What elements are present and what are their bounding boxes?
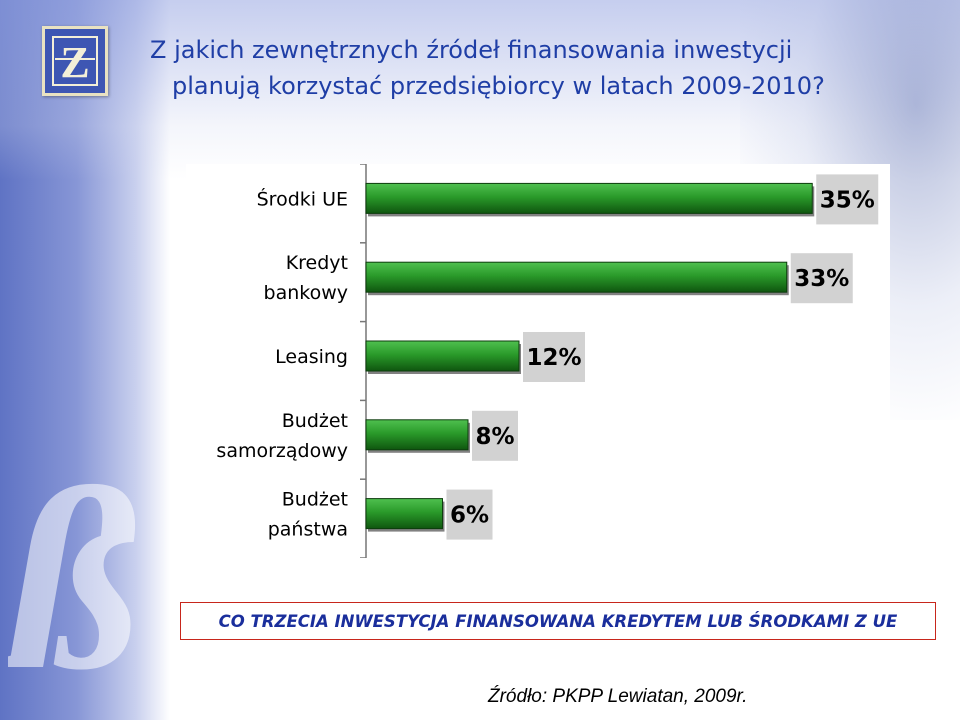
bar [365, 419, 469, 451]
bank-logo-icon: Z [42, 26, 108, 96]
svg-text:Z: Z [60, 38, 89, 87]
category-label-line: Budżet [282, 410, 348, 432]
category-label-line: samorządowy [216, 440, 348, 462]
data-label: 12% [526, 345, 581, 371]
summary-banner: CO TRZECIA INWESTYCJA FINANSOWANA KREDYT… [180, 602, 936, 640]
category-label-line: państwa [268, 519, 348, 541]
category-label-line: Kredyt [286, 252, 348, 274]
category-label-line: Środki UE [257, 186, 348, 210]
bar [365, 182, 813, 214]
data-label: 8% [475, 424, 514, 450]
category-label-line: Leasing [275, 346, 348, 368]
slide-title: Z jakich zewnętrznych źródeł finansowani… [150, 32, 910, 104]
source-note: Źródło: PKPP Lewiatan, 2009r. [488, 686, 748, 707]
data-label-box [790, 253, 853, 304]
data-label: 6% [450, 503, 489, 529]
category-label: Środki UE [257, 186, 348, 210]
data-label-box [816, 174, 879, 225]
category-label: Kredyt bankowy [264, 252, 348, 304]
category-label-line: bankowy [264, 282, 348, 304]
data-label-box [523, 332, 585, 382]
bar [365, 498, 443, 530]
category-label-line: Budżet [282, 489, 348, 511]
data-label-box [472, 410, 518, 461]
data-label: 33% [794, 266, 849, 292]
bar [365, 261, 788, 293]
category-label: Budżet samorządowy [216, 410, 348, 462]
slide-title-line1: Z jakich zewnętrznych źródeł finansowani… [150, 36, 793, 64]
data-label-box [446, 489, 493, 540]
bar-chart: 35% Środki UE 33% Kredyt bankowy 12% Leasing 8%… [216, 164, 879, 558]
data-label: 35% [820, 187, 875, 213]
chart-plot-area: 35% Środki UE 33% Kredyt bankowy 12% Leasing 8%… [186, 164, 890, 558]
watermark-logo-icon: ß [8, 440, 138, 720]
category-label: Leasing [275, 346, 348, 368]
bar [365, 340, 520, 372]
category-label: Budżet państwa [268, 489, 348, 541]
slide-title-line2: planują korzystać przedsiębiorcy w latac… [172, 72, 825, 100]
